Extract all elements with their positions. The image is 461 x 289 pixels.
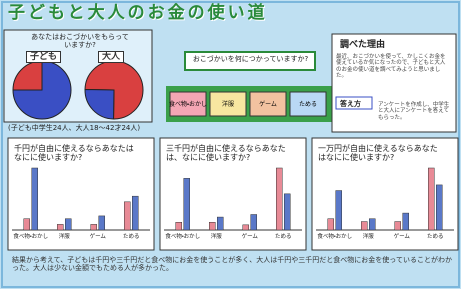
bar bbox=[361, 222, 367, 230]
pie-question: あなたはおこづかいをもらっていますか? bbox=[30, 33, 130, 49]
bar bbox=[99, 216, 105, 230]
bar-question: 千円が自由に使えるならあなたはなにに使いますか? bbox=[14, 144, 134, 162]
legend-question: おこづかいを何につかっていますか? bbox=[188, 55, 313, 63]
bar bbox=[57, 224, 63, 230]
bar bbox=[428, 168, 434, 230]
answer-title: 答え方 bbox=[340, 100, 361, 108]
bar bbox=[436, 185, 442, 230]
x-tick-label: 洋服 bbox=[211, 232, 223, 240]
bar bbox=[65, 219, 71, 230]
legend-label: 洋服 bbox=[222, 100, 234, 108]
bar bbox=[24, 219, 30, 230]
bar bbox=[184, 178, 190, 230]
bar bbox=[124, 202, 130, 230]
bar bbox=[91, 224, 97, 230]
answer-text: アンケートを作成し、中学生と大人にアンケートを答えてもらった。 bbox=[378, 102, 452, 121]
bar bbox=[369, 219, 375, 230]
x-tick-label: 洋服 bbox=[59, 232, 71, 240]
x-tick-label: ゲーム bbox=[394, 232, 411, 240]
reason-title: 調べた理由 bbox=[340, 40, 385, 50]
x-tick-label: 洋服 bbox=[363, 232, 375, 240]
bar bbox=[32, 168, 38, 230]
x-tick-label: 食べ物・おかし bbox=[165, 232, 200, 240]
bar-question: 一万円が自由に使えるならあなたはなにに使いますか? bbox=[318, 144, 438, 162]
bar bbox=[217, 217, 223, 230]
poster: 食べ物・おかし洋服ゲームためる食べ物・おかし洋服ゲームためる食べ物・おかし洋服ゲ… bbox=[0, 0, 461, 289]
bar bbox=[276, 168, 282, 230]
bar bbox=[176, 222, 182, 230]
bar bbox=[132, 196, 138, 230]
legend-label: ためる bbox=[299, 101, 317, 108]
x-tick-label: ためる bbox=[123, 233, 140, 240]
bar bbox=[209, 222, 215, 230]
sample-note: (子ども中学生24人、大人18〜42才24人) bbox=[8, 124, 140, 132]
bar bbox=[284, 194, 290, 230]
x-tick-label: ためる bbox=[275, 233, 292, 240]
pie-label: 大人 bbox=[98, 51, 124, 63]
legend-label: ゲーム bbox=[259, 100, 277, 108]
poster-title: 子どもと大人のお金の使い道 bbox=[8, 4, 268, 24]
pie-label: 子ども bbox=[26, 51, 61, 63]
reason-text: 最近、おこづかいを使って、かしこくお金を使えているか気になったので、子どもと大人… bbox=[336, 54, 450, 79]
conclusion: 結果から考えて、子どもは千円や三千円だと食べ物にお金を使うことが多く、大人は千円… bbox=[12, 256, 452, 272]
bar-question: 三千円が自由に使えるならあなたは、なにに使いますか? bbox=[166, 144, 286, 162]
legend-label: 食べ物・おかし bbox=[169, 100, 207, 108]
bar bbox=[336, 191, 342, 230]
bar bbox=[395, 222, 401, 230]
x-tick-label: ゲーム bbox=[90, 232, 107, 240]
bar bbox=[403, 213, 409, 230]
x-tick-label: ためる bbox=[427, 233, 444, 240]
x-tick-label: 食べ物・おかし bbox=[13, 232, 48, 240]
bar bbox=[328, 219, 334, 230]
bar bbox=[251, 215, 257, 231]
bar bbox=[243, 225, 249, 230]
x-tick-label: 食べ物・おかし bbox=[317, 232, 352, 240]
x-tick-label: ゲーム bbox=[242, 232, 259, 240]
